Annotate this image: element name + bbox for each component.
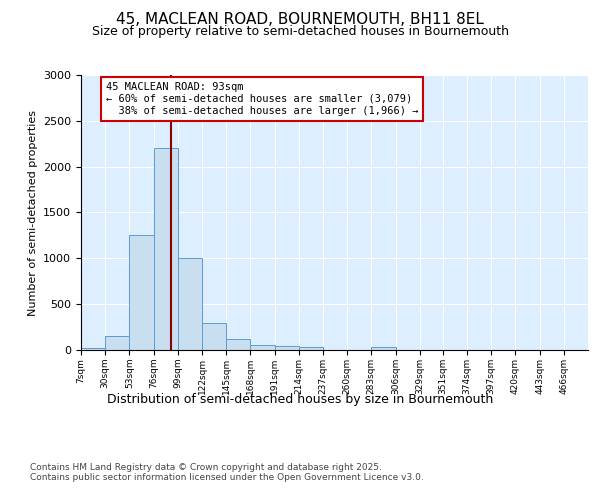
Text: 45, MACLEAN ROAD, BOURNEMOUTH, BH11 8EL: 45, MACLEAN ROAD, BOURNEMOUTH, BH11 8EL [116, 12, 484, 28]
Y-axis label: Number of semi-detached properties: Number of semi-detached properties [28, 110, 38, 316]
Bar [81, 348, 105, 350]
Bar [371, 347, 395, 350]
Bar [275, 346, 299, 350]
Bar [226, 339, 250, 350]
Text: Distribution of semi-detached houses by size in Bournemouth: Distribution of semi-detached houses by … [107, 392, 493, 406]
Bar [130, 236, 154, 350]
Text: Contains HM Land Registry data © Crown copyright and database right 2025.: Contains HM Land Registry data © Crown c… [30, 462, 382, 471]
Bar [105, 336, 130, 350]
Text: Contains public sector information licensed under the Open Government Licence v3: Contains public sector information licen… [30, 474, 424, 482]
Bar [250, 346, 275, 350]
Bar [202, 322, 226, 350]
Text: 45 MACLEAN ROAD: 93sqm
← 60% of semi-detached houses are smaller (3,079)
  38% o: 45 MACLEAN ROAD: 93sqm ← 60% of semi-det… [106, 82, 418, 116]
Bar [178, 258, 202, 350]
Bar [154, 148, 178, 350]
Bar [299, 347, 323, 350]
Text: Size of property relative to semi-detached houses in Bournemouth: Size of property relative to semi-detach… [91, 25, 509, 38]
